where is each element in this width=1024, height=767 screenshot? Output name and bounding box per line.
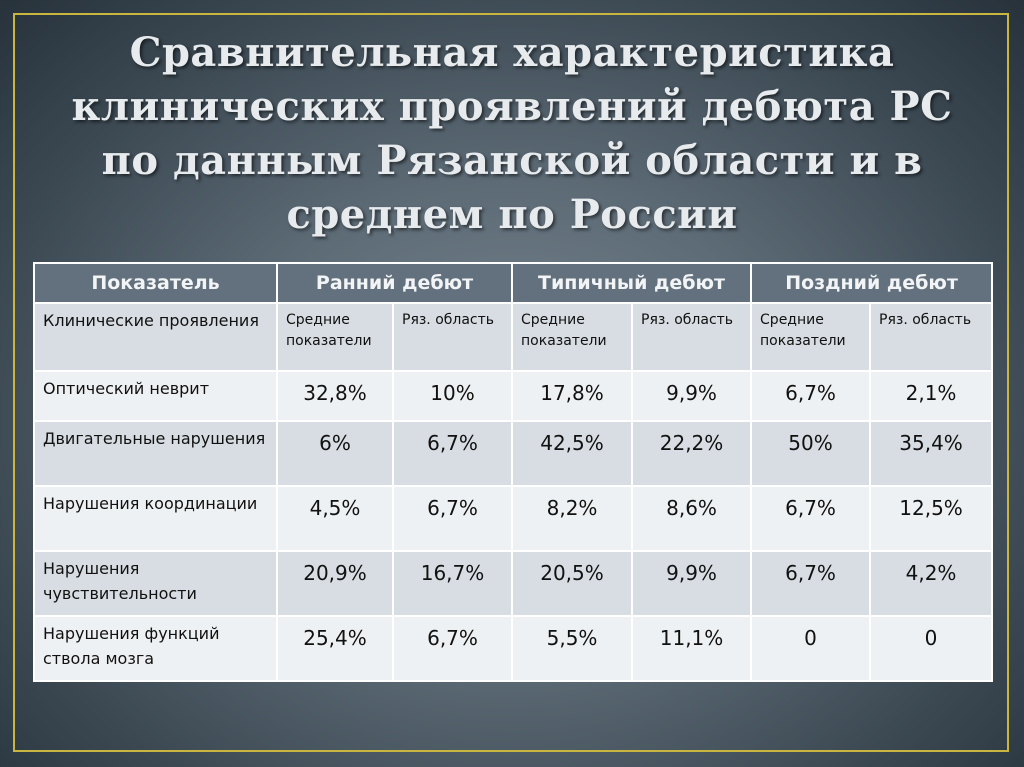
table-cell: 4,5%: [276, 485, 394, 552]
subheader-cell: Ряз. область: [391, 302, 514, 372]
table-cell: 11,1%: [631, 615, 753, 682]
table-row: Нарушения координации 4,5% 6,7% 8,2% 8,6…: [33, 485, 994, 552]
table-cell: 6,7%: [750, 485, 872, 552]
table-cell: 4,2%: [869, 550, 994, 617]
table-cell: 6,7%: [750, 370, 872, 422]
table-cell: 9,9%: [631, 370, 753, 422]
row-label: Нарушения чувствительности: [33, 550, 278, 617]
table-row: Оптический неврит 32,8% 10% 17,8% 9,9% 6…: [33, 370, 994, 422]
slide-title: Сравнительная характеристика клинических…: [71, 29, 953, 238]
subheader-cell: Ряз. область: [869, 302, 994, 372]
table-cell: 50%: [750, 420, 872, 487]
table-cell: 6%: [276, 420, 394, 487]
header-late-onset: Поздний дебют: [750, 262, 994, 304]
header-early-onset: Ранний дебют: [275, 262, 514, 304]
table-cell: 22,2%: [631, 420, 753, 487]
table-row: Нарушения функций ствола мозга 25,4% 6,7…: [33, 615, 994, 682]
table-cell: 2,1%: [869, 370, 994, 422]
table-cell: 0: [750, 615, 872, 682]
table-cell: 25,4%: [276, 615, 394, 682]
table-cell: 5,5%: [511, 615, 634, 682]
table-cell: 9,9%: [631, 550, 753, 617]
subheader-cell: Средние показатели: [511, 302, 634, 372]
header-typical-onset: Типичный дебют: [511, 262, 753, 304]
table-cell: 8,2%: [511, 485, 634, 552]
subheader-cell: Средние показатели: [276, 302, 394, 372]
table-cell: 6,7%: [391, 485, 514, 552]
table-cell: 0: [869, 615, 994, 682]
subheader-cell: Средние показатели: [750, 302, 872, 372]
table-cell: 6,7%: [391, 615, 514, 682]
comparison-table: Показатель Ранний дебют Типичный дебют П…: [33, 262, 994, 682]
table-cell: 6,7%: [391, 420, 514, 487]
table-cell: 32,8%: [276, 370, 394, 422]
table-row: Нарушения чувствительности 20,9% 16,7% 2…: [33, 550, 994, 617]
subheader-label: Клинические проявления: [33, 302, 278, 372]
table-cell: 12,5%: [869, 485, 994, 552]
row-label: Двигательные нарушения: [33, 420, 278, 487]
table-cell: 16,7%: [391, 550, 514, 617]
table-cell: 6,7%: [750, 550, 872, 617]
header-indicator: Показатель: [33, 262, 278, 304]
table-cell: 35,4%: [869, 420, 994, 487]
slide-frame: [13, 13, 1009, 752]
row-label: Оптический неврит: [33, 370, 278, 422]
table-cell: 20,9%: [276, 550, 394, 617]
table-header-row: Показатель Ранний дебют Типичный дебют П…: [33, 262, 994, 304]
row-label: Нарушения функций ствола мозга: [33, 615, 278, 682]
table-cell: 17,8%: [511, 370, 634, 422]
table-subheader-row: Клинические проявления Средние показател…: [33, 302, 994, 372]
row-label: Нарушения координации: [33, 485, 278, 552]
table-cell: 20,5%: [511, 550, 634, 617]
table-cell: 10%: [391, 370, 514, 422]
table-row: Двигательные нарушения 6% 6,7% 42,5% 22,…: [33, 420, 994, 487]
table-cell: 42,5%: [511, 420, 634, 487]
table-cell: 8,6%: [631, 485, 753, 552]
subheader-cell: Ряз. область: [631, 302, 753, 372]
